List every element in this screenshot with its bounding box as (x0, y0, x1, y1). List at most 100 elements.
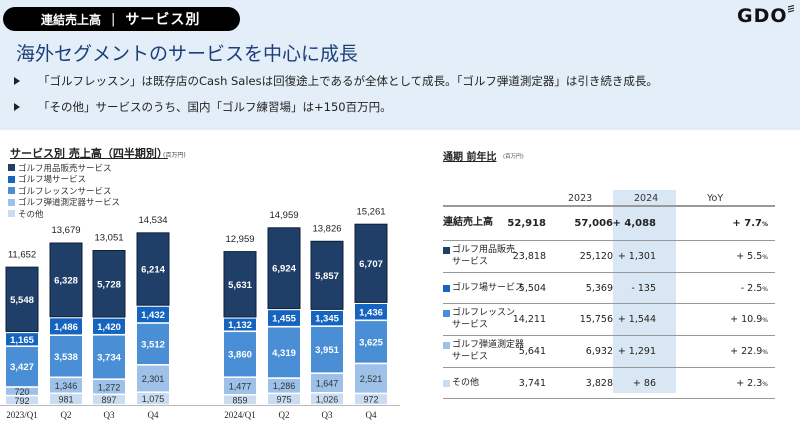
bar-value-label: 6,328 (54, 275, 78, 286)
pct-unit: % (762, 380, 768, 388)
bar-segment (5, 266, 39, 333)
legend-swatch (8, 175, 15, 183)
bar-value-label: 1,272 (98, 382, 121, 392)
legend-item: ゴルフ場サービス (8, 174, 120, 186)
table-row: ゴルフレッスン サービス 14,211 15,756 + 1,544 + 10.9% (443, 304, 775, 336)
pct-value: + 22.9 (730, 346, 763, 357)
section-pill: 連結売上高 | サービス別 (3, 7, 240, 31)
bar-value-label: 1,420 (97, 322, 121, 333)
row-swatch (443, 342, 450, 349)
legend-label: ゴルフ用品販売サービス (18, 163, 112, 174)
value-2023: 5,504 (518, 282, 546, 294)
value-2023: 23,818 (512, 251, 546, 262)
bar-segment (355, 321, 387, 363)
bullet-triangle-icon (14, 77, 20, 85)
table-title: 通期 前年比 (443, 152, 497, 163)
legend-label: ゴルフ場サービス (18, 175, 87, 186)
value-pct: + 7.7% (732, 218, 768, 229)
chart-unit: (百万円) (163, 152, 186, 159)
bar-value-label: 3,860 (228, 350, 252, 361)
chart-legend: ゴルフ用品販売サービス ゴルフ場サービス ゴルフレッスンサービス ゴルフ弾道測定… (8, 162, 120, 220)
bar-total-label: 14,959 (269, 210, 298, 221)
value-diff: + 86 (632, 377, 656, 389)
bar-segment (93, 318, 125, 334)
legend-item: その他 (8, 208, 120, 220)
row-label-line2: サービス (452, 320, 489, 330)
bar-value-label: 1,432 (141, 310, 165, 321)
bar-value-label: 1,132 (228, 320, 252, 331)
bar-segment (310, 240, 344, 310)
x-tick-label: Q4 (366, 410, 377, 420)
header-2024: 2024 (634, 193, 659, 204)
bar-segment (136, 232, 170, 306)
logo-wind-icon (787, 5, 795, 13)
pill-separator: | (111, 11, 116, 27)
bar-value-label: 3,427 (10, 362, 34, 373)
row-label-line1: 連結売上高 (443, 217, 493, 228)
bar-segment (355, 364, 387, 393)
bar-segment (224, 332, 256, 377)
bar-value-label: 3,625 (359, 337, 383, 348)
bar-segment (6, 347, 38, 387)
bar-segment (93, 395, 125, 405)
bar-segment (6, 396, 38, 405)
table-row: その他 3,741 3,828 + 86 + 2.3% (443, 368, 775, 399)
pct-unit: % (762, 285, 768, 293)
x-tick-label: Q3 (104, 410, 115, 420)
pill-secondary: サービス別 (125, 12, 201, 28)
bullet-text: 「ゴルフレッスン」は既存店のCash Salesは回復途上であるが全体として成長… (38, 74, 658, 88)
bar-segment (50, 378, 82, 393)
bar-value-label: 859 (232, 395, 247, 405)
row-label-line2: サービス (452, 352, 489, 362)
bar-segment (50, 336, 82, 377)
x-tick-label: Q2 (61, 410, 72, 420)
bar-total-label: 15,261 (356, 206, 385, 217)
bar-value-label: 4,319 (272, 348, 296, 359)
table-row: ゴルフ場サービス 5,504 5,369 - 135 - 2.5% (443, 273, 775, 304)
value-diff: + 4,088 (612, 218, 657, 229)
x-tick-label: 2024/Q1 (224, 410, 256, 420)
row-label: 連結売上高 (443, 217, 493, 229)
bar-segment (50, 394, 82, 405)
page-headline: 海外セグメントのサービスを中心に成長 (16, 43, 359, 65)
bar-total-label: 11,652 (8, 249, 36, 260)
bar-segment (268, 310, 300, 326)
value-pct: - 2.5% (741, 283, 768, 294)
bar-value-label: 1,286 (273, 381, 296, 391)
table-body: 連結売上高 52,918 57,006 + 4,088 + 7.7% ゴルフ用品販売 サービ… (443, 207, 775, 399)
pill-primary: 連結売上高 (41, 12, 102, 27)
bar-value-label: 1,436 (359, 307, 383, 318)
legend-item: ゴルフ弾道測定器サービス (8, 197, 120, 208)
pct-unit: % (761, 221, 768, 228)
row-swatch (443, 310, 450, 317)
value-2024: 5,369 (585, 282, 613, 294)
bar-segment (268, 394, 300, 405)
legend-label: その他 (18, 209, 44, 220)
bar-total-label: 12,959 (225, 234, 254, 245)
pct-value: + 5.5 (736, 251, 763, 262)
value-2024: 57,006 (574, 218, 613, 229)
bar-segment (311, 326, 343, 373)
bar-segment (224, 395, 256, 405)
bar-segment (6, 333, 38, 346)
bar-segment (311, 393, 343, 405)
bar-value-label: 5,857 (315, 271, 339, 282)
value-2023: 52,918 (507, 218, 546, 229)
bar-value-label: 6,924 (272, 264, 296, 275)
bar-value-label: 6,214 (141, 265, 165, 276)
bar-segment (268, 327, 300, 378)
value-pct: + 22.9% (730, 346, 768, 357)
legend-swatch (8, 187, 15, 195)
table-row: ゴルフ弾道測定器 サービス 5,641 6,932 + 1,291 + 22.9% (443, 336, 775, 368)
bar-value-label: 5,728 (97, 279, 121, 290)
bar-segment (224, 318, 256, 331)
pct-value: - 2.5 (740, 282, 763, 294)
value-2024: 25,120 (579, 251, 613, 262)
bar-value-label: 3,538 (54, 352, 78, 363)
bar-value-label: 5,548 (10, 295, 34, 306)
bar-segment (311, 373, 343, 392)
bar-segment (93, 335, 125, 379)
row-label: その他 (443, 377, 479, 389)
row-label-line1: ゴルフ場サービス (452, 283, 525, 293)
